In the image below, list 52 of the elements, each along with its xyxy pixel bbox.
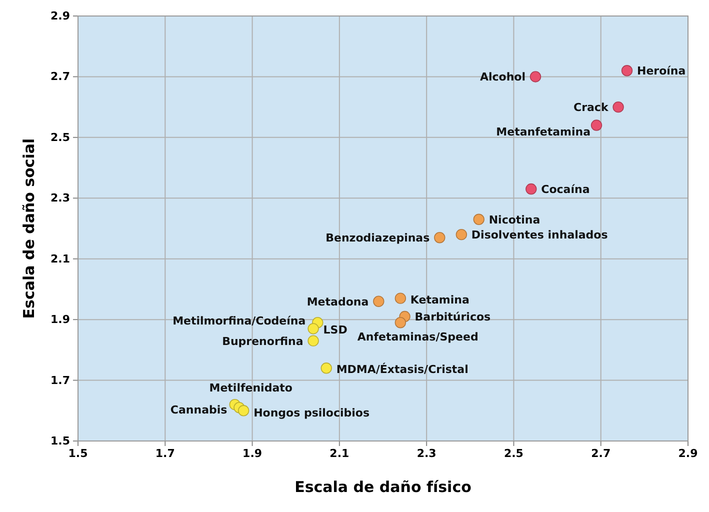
- point: [394, 317, 406, 328]
- y-tick-label: 2.9: [50, 10, 70, 23]
- x-tick-label: 1.7: [155, 446, 175, 460]
- y-tick-label: 1.5: [50, 434, 70, 448]
- point: [394, 292, 406, 304]
- point: [621, 65, 633, 76]
- annotation: Cocaína: [541, 183, 590, 196]
- point: [308, 323, 319, 334]
- annotation: Crack: [574, 101, 609, 114]
- point: [526, 183, 537, 195]
- y-axis-title: Escala de daño social: [20, 138, 38, 319]
- x-tick-label: 2.5: [504, 446, 524, 460]
- point: [530, 71, 542, 82]
- annotation: Hongos psilocibios: [254, 406, 370, 420]
- y-tick-label: 2.7: [50, 70, 70, 84]
- annotation: Metilmorfina/Codeína: [172, 314, 306, 328]
- annotation: Ketamina: [410, 293, 470, 306]
- annotation: MDMA/Éxtasis/Cristal: [336, 362, 468, 376]
- y-tick-label: 2.1: [50, 252, 70, 266]
- x-tick-label: 1.9: [242, 446, 262, 460]
- point: [590, 120, 602, 131]
- y-tick-label: 2.3: [50, 192, 70, 205]
- annotation: Barbitúricos: [414, 310, 492, 324]
- annotation: Benzodiazepinas: [326, 232, 430, 245]
- annotation: Metanfetamina: [496, 125, 590, 138]
- annotation: Buprenorfina: [222, 334, 304, 348]
- x-tick-label: 2.3: [416, 446, 436, 460]
- annotation: Metilfenidato: [209, 382, 293, 395]
- y-tick-label: 1.7: [50, 374, 70, 387]
- annotation: Disolventes inhalados: [471, 228, 608, 242]
- annotation: LSD: [323, 324, 348, 337]
- x-tick-label: 1.5: [68, 446, 88, 460]
- y-tick-label: 2.5: [50, 130, 70, 144]
- x-tick-label: 2.9: [678, 446, 698, 460]
- y-tick-label: 1.9: [50, 313, 70, 326]
- point: [473, 214, 484, 225]
- point: [434, 232, 446, 244]
- x-tick-label: 2.1: [330, 446, 350, 460]
- point: [456, 228, 468, 240]
- point: [238, 405, 250, 416]
- annotation: Metadona: [306, 295, 369, 308]
- annotation: Nicotina: [488, 213, 540, 226]
- x-tick-label: 2.7: [591, 446, 611, 460]
- annotation: Alcohol: [480, 70, 526, 84]
- point: [320, 362, 332, 374]
- annotation: Anfetaminas/Speed: [357, 330, 478, 344]
- x-axis-title: Escala de daño físico: [294, 478, 472, 496]
- point: [373, 296, 384, 307]
- annotation: Heroína: [637, 64, 686, 78]
- annotation: Cannabis: [170, 404, 228, 417]
- point: [612, 101, 624, 113]
- point: [308, 335, 319, 346]
